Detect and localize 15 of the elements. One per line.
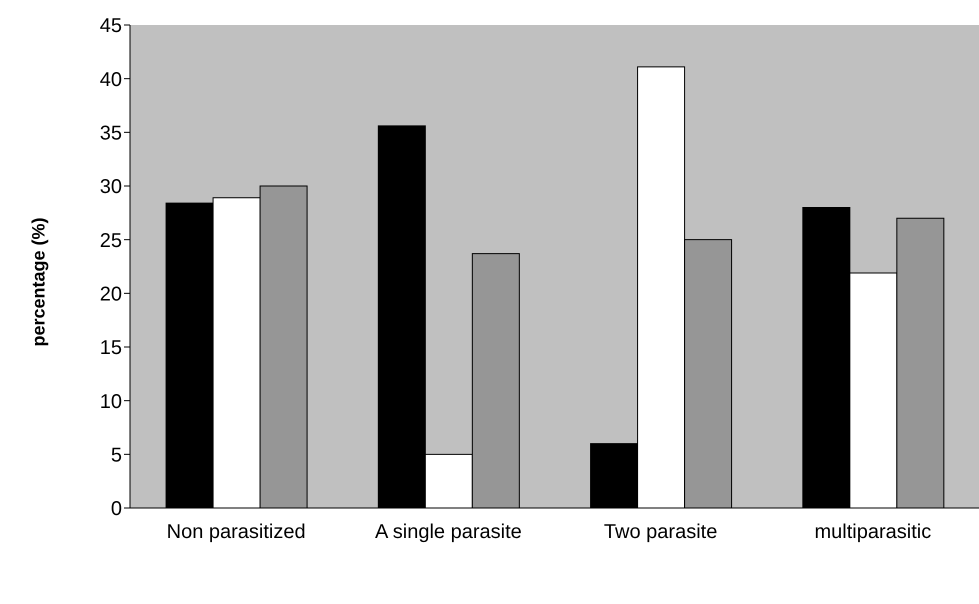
y-tick-label: 35 <box>100 122 122 144</box>
y-tick-label: 5 <box>110 444 122 466</box>
y-tick-label: 0 <box>110 498 122 520</box>
y-tick-label: 25 <box>100 230 122 252</box>
y-tick-label: 10 <box>100 390 122 413</box>
y-tick-label: 45 <box>100 15 122 38</box>
y-tick-label: 20 <box>100 283 122 306</box>
x-tick-label: multiparasitic <box>814 521 932 544</box>
x-tick-label: A single parasite <box>374 521 522 544</box>
x-tick-label: Non parasitized <box>166 521 306 544</box>
y-tick-label: 15 <box>100 337 122 360</box>
y-axis-title: percentage (%) <box>28 217 48 346</box>
y-tick-label: 30 <box>100 176 122 198</box>
x-tick-label: Two parasite <box>604 521 718 544</box>
y-tick-label: 40 <box>100 68 122 91</box>
